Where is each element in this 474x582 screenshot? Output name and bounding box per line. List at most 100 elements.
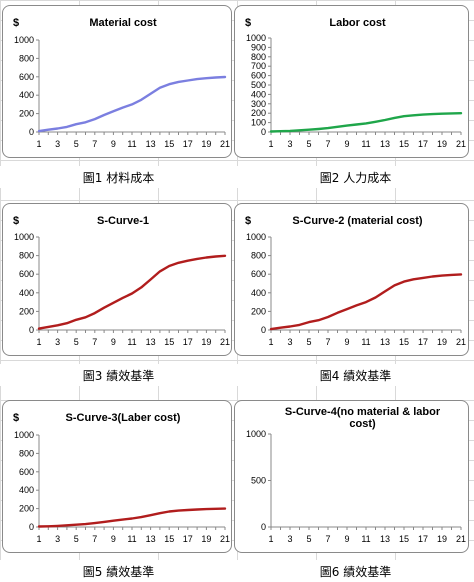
c3-x-tick-label: 7 bbox=[92, 337, 97, 347]
c5-y-tick-label: 0 bbox=[29, 522, 34, 532]
c3-x-tick-label: 3 bbox=[55, 337, 60, 347]
c2-y-tick-label: 500 bbox=[251, 80, 266, 90]
c6-x-tick-label: 17 bbox=[418, 534, 428, 544]
c2-y-tick-label: 100 bbox=[251, 118, 266, 128]
c2-series-line-0 bbox=[269, 111, 463, 133]
c3-y-tick-label: 400 bbox=[19, 288, 34, 298]
c2-x-tick-label: 21 bbox=[456, 139, 466, 149]
c4-x-tick-label: 15 bbox=[399, 337, 409, 347]
c4-y-tick-label: 400 bbox=[251, 288, 266, 298]
c2-y-axis-label: $ bbox=[245, 17, 251, 29]
c5-x-tick-label: 11 bbox=[127, 534, 136, 544]
c2-y-tick-label: 900 bbox=[251, 42, 266, 52]
c6-x-tick-label: 19 bbox=[437, 534, 447, 544]
c5-x-tick-label: 3 bbox=[55, 534, 60, 544]
c6-chart-title-line2: cost) bbox=[349, 418, 376, 430]
caption-fig2: 圖2 人力成本 bbox=[237, 166, 474, 188]
caption-fig4: 圖4 績效基準 bbox=[237, 364, 474, 386]
caption-fig5: 圖5 績效基準 bbox=[0, 560, 237, 582]
c1-x-tick-label: 15 bbox=[164, 139, 174, 149]
c5-y-tick-label: 400 bbox=[19, 485, 34, 495]
c5-x-tick-label: 7 bbox=[92, 534, 97, 544]
c1-y-tick-label: 1000 bbox=[14, 35, 34, 45]
c1-y-tick-label: 200 bbox=[19, 109, 34, 119]
c2-x-tick-label: 3 bbox=[287, 139, 292, 149]
c6-x-tick-label: 11 bbox=[361, 534, 370, 544]
c6-y-tick-label: 500 bbox=[251, 476, 266, 486]
c3-x-tick-label: 13 bbox=[146, 337, 156, 347]
c4-y-tick-label: 800 bbox=[251, 251, 266, 261]
c1-y-tick-label: 0 bbox=[29, 127, 34, 137]
c3-y-tick-label: 200 bbox=[19, 306, 34, 316]
c2-x-tick-label: 19 bbox=[437, 139, 447, 149]
c3-x-tick-label: 1 bbox=[36, 337, 41, 347]
c5-y-tick-label: 600 bbox=[19, 467, 34, 477]
c2-x-tick-label: 1 bbox=[268, 139, 273, 149]
c3-x-tick-label: 9 bbox=[111, 337, 116, 347]
c5-y-tick-label: 200 bbox=[19, 504, 34, 514]
caption-fig1: 圖1 材料成本 bbox=[0, 166, 237, 188]
c3-series-line-0 bbox=[37, 254, 227, 330]
c1-y-tick-label: 400 bbox=[19, 90, 34, 100]
c4-x-tick-label: 7 bbox=[325, 337, 330, 347]
c2-y-tick-label: 200 bbox=[251, 108, 266, 118]
c5-x-tick-label: 9 bbox=[111, 534, 116, 544]
c5-series-line-0 bbox=[37, 507, 227, 528]
c1-x-tick-label: 3 bbox=[55, 139, 60, 149]
c5-x-tick-label: 17 bbox=[183, 534, 193, 544]
c2-x-tick-label: 5 bbox=[306, 139, 311, 149]
c2-y-tick-label: 700 bbox=[251, 61, 266, 71]
c1-y-tick-label: 600 bbox=[19, 72, 34, 82]
c6-x-tick-label: 5 bbox=[306, 534, 311, 544]
chart-svg-2: Labor cost$01002003004005006007008009001… bbox=[245, 17, 466, 149]
c1-x-tick-label: 21 bbox=[220, 139, 230, 149]
chart-panel-s-curve-4[interactable]: S-Curve-4(no material & labor cost) 0 500 10… bbox=[234, 400, 469, 553]
c1-x-tick-label: 7 bbox=[92, 139, 97, 149]
chart-panel-s-curve-2[interactable]: S-Curve-2 (material cost) $0 200 400 600 800 1… bbox=[234, 203, 469, 356]
c3-chart-title: S-Curve-1 bbox=[97, 215, 149, 227]
caption-fig3: 圖3 績效基準 bbox=[0, 364, 237, 386]
c4-chart-title: S-Curve-2 (material cost) bbox=[292, 215, 423, 227]
c6-x-tick-label: 21 bbox=[456, 534, 466, 544]
c2-y-tick-label: 0 bbox=[261, 127, 266, 137]
c4-y-tick-label: 0 bbox=[261, 325, 266, 335]
c2-y-tick-label: 1000 bbox=[246, 33, 266, 43]
c5-x-tick-label: 19 bbox=[201, 534, 211, 544]
chart-panel-s-curve-1[interactable]: S-Curve-1 $0 200 400 600 800 1000 1 3 5 7 9 11 13 15 17… bbox=[2, 203, 232, 356]
c3-y-tick-label: 600 bbox=[19, 269, 34, 279]
c5-y-tick-label: 1000 bbox=[14, 430, 34, 440]
chart-panel-labor-cost[interactable]: Labor cost $0 100 200 300 400 500 600 700 800 900 1… bbox=[234, 5, 469, 158]
c1-y-tick-label: 800 bbox=[19, 53, 34, 63]
c2-x-tick-label: 17 bbox=[418, 139, 428, 149]
c1-series-line-0 bbox=[37, 75, 227, 133]
c4-y-tick-label: 600 bbox=[251, 269, 266, 279]
chart-panel-s-curve-3[interactable]: S-Curve-3(Laber cost) $0 200 400 600 800 1000 1… bbox=[2, 400, 232, 553]
c6-x-tick-label: 9 bbox=[344, 534, 349, 544]
c2-y-tick-label: 800 bbox=[251, 52, 266, 62]
c3-y-tick-label: 800 bbox=[19, 251, 34, 261]
c2-chart-title: Labor cost bbox=[329, 17, 386, 29]
c3-y-tick-label: 1000 bbox=[14, 232, 34, 242]
chart-panel-material-cost[interactable]: Material cost $0 200 400 600 800 1000 1 3 5 7 9 11 13… bbox=[2, 5, 232, 158]
c3-y-axis-label: $ bbox=[13, 215, 19, 227]
c3-x-tick-label: 15 bbox=[164, 337, 174, 347]
c1-x-tick-label: 11 bbox=[127, 139, 136, 149]
c4-x-tick-label: 3 bbox=[287, 337, 292, 347]
c6-x-tick-label: 1 bbox=[268, 534, 273, 544]
c6-x-tick-label: 7 bbox=[325, 534, 330, 544]
c6-y-tick-label: 0 bbox=[261, 522, 266, 532]
c2-x-tick-label: 9 bbox=[344, 139, 349, 149]
c5-x-tick-label: 21 bbox=[220, 534, 230, 544]
c1-chart-title: Material cost bbox=[89, 17, 157, 29]
c6-x-tick-label: 13 bbox=[380, 534, 390, 544]
c4-x-tick-label: 19 bbox=[437, 337, 447, 347]
c2-x-tick-label: 15 bbox=[399, 139, 409, 149]
c2-y-tick-label: 300 bbox=[251, 99, 266, 109]
c5-y-tick-label: 800 bbox=[19, 448, 34, 458]
c4-y-tick-label: 1000 bbox=[246, 232, 266, 242]
c4-x-tick-label: 13 bbox=[380, 337, 390, 347]
c3-x-tick-label: 5 bbox=[74, 337, 79, 347]
c4-y-tick-label: 200 bbox=[251, 306, 266, 316]
